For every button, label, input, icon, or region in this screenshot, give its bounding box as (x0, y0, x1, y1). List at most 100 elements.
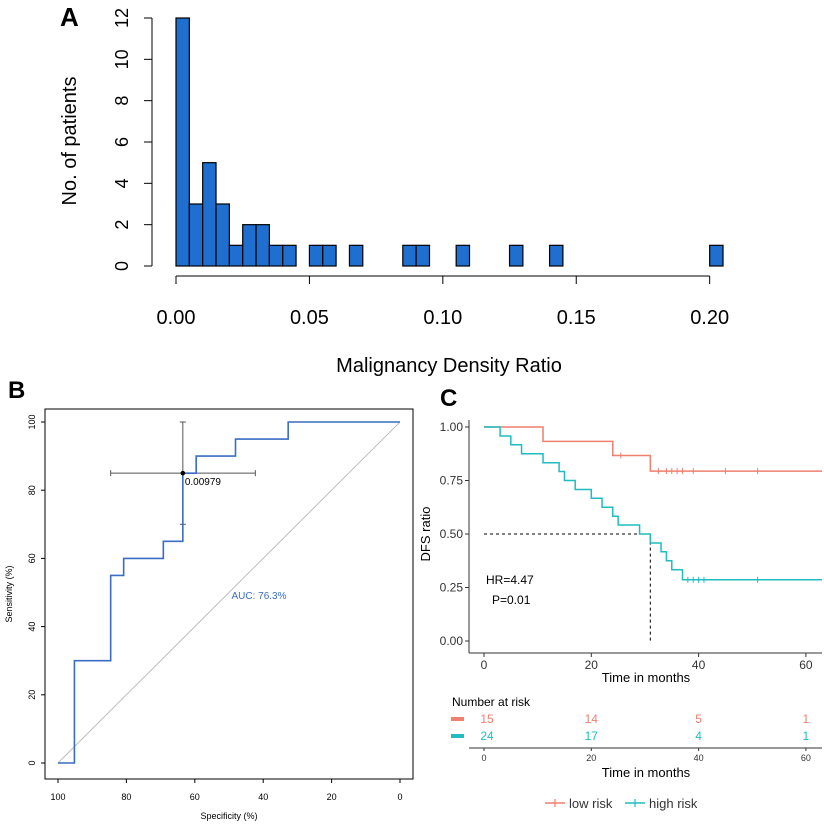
histogram-bar (242, 224, 257, 267)
auc-label: AUC: 76.3% (231, 591, 286, 602)
histogram-bar (268, 244, 284, 267)
risk-table: 0 20 40 60 15 14 5 1 24 17 4 1 (451, 712, 822, 763)
x-tick-label: 40 (692, 658, 706, 672)
x-tick-label: 100 (50, 792, 65, 802)
histogram-bar (455, 244, 471, 267)
y-tick-label: 8 (112, 96, 132, 106)
histogram-bar (308, 244, 324, 267)
panel-a-histogram: A 0.00 0.05 0.10 0.15 0.20 0 2 4 6 8 10 12 No. of p… (59, 2, 729, 377)
legend-label: high risk (649, 796, 698, 811)
roc-curve (58, 421, 400, 764)
y-tick-label: 100 (27, 414, 37, 429)
panel-c-legend: low risk high risk (545, 796, 698, 811)
x-tick-label: 40 (258, 792, 268, 802)
y-tick-label: 0.00 (440, 634, 464, 648)
x-tick-label: 0.00 (157, 307, 196, 329)
y-tick-label: 2 (112, 220, 132, 230)
y-tick-label: 6 (112, 137, 132, 147)
histogram-bar (215, 203, 230, 267)
risk-tick-label: 20 (586, 753, 596, 763)
x-tick-label: 0.15 (557, 307, 596, 329)
histogram-bar (228, 244, 244, 267)
y-tick-label: 12 (112, 8, 132, 28)
panel-a-label: A (60, 2, 79, 32)
risk-tick-label: 0 (481, 753, 486, 763)
risk-count: 5 (695, 712, 702, 726)
panel-c-p-annotation: P=0.01 (492, 593, 531, 607)
risk-table-title: Number at risk (452, 695, 531, 709)
panel-c-survival: C 0 20 40 600.000.250.500.751.00 DFS ratio … (418, 385, 822, 811)
x-tick-label: 0 (481, 658, 488, 672)
risk-row-swatch (451, 717, 464, 721)
x-tick-label: 20 (585, 658, 599, 672)
risk-tick-label: 60 (801, 753, 811, 763)
y-tick-label: 0.75 (440, 474, 464, 488)
panel-c-ylabel: DFS ratio (418, 507, 433, 562)
panel-b-xlabel: Specificity (%) (200, 811, 257, 821)
threshold-point (180, 470, 186, 476)
histogram-bar (255, 224, 270, 267)
x-tick-label: 0.10 (423, 307, 462, 329)
panel-b-ylabel: Sensitivity (%) (4, 565, 14, 622)
x-tick-label: 0.05 (290, 307, 329, 329)
threshold-label: 0.00979 (185, 477, 222, 488)
histogram-bar (508, 244, 524, 267)
panel-b-plot: 0.00979 AUC: 76.3% (57, 421, 401, 764)
risk-count: 17 (585, 729, 599, 743)
y-tick-label: 0.25 (440, 581, 464, 595)
y-tick-label: 4 (112, 178, 132, 188)
panel-b-frame (44, 408, 414, 780)
histogram-bar (348, 244, 364, 267)
risk-count: 24 (480, 729, 494, 743)
x-tick-label: 0.20 (690, 307, 729, 329)
y-tick-label: 1.00 (440, 420, 464, 434)
panel-a-bars (175, 17, 724, 267)
panel-b-roc: B 100 80 60 40 20 0 0 20 40 60 80 100 0.00979 AUC: 7… (4, 377, 414, 821)
y-tick-label: 40 (27, 622, 37, 632)
y-tick-label: 0 (112, 261, 132, 271)
panel-a-ylabel: No. of patients (59, 77, 81, 206)
panel-c-hr-annotation: HR=4.47 (486, 573, 534, 587)
y-tick-label: 80 (27, 485, 37, 495)
panel-c-axes: 0 20 40 60 0.00 0.25 0.50 0.75 1.00 (440, 420, 822, 672)
histogram-bar (709, 244, 724, 267)
risk-count: 15 (480, 712, 494, 726)
panel-c-xlabel: Time in months (602, 670, 691, 685)
x-tick-label: 60 (799, 658, 813, 672)
survival-curve (484, 426, 822, 472)
y-tick-label: 20 (27, 690, 37, 700)
panel-a-axes: 0.00 0.05 0.10 0.15 0.20 0 2 4 6 8 10 12 (112, 8, 729, 329)
panel-c-label: C (440, 385, 457, 412)
x-tick-label: 0 (397, 792, 402, 802)
histogram-bar (548, 244, 564, 267)
panel-c-plot (484, 426, 822, 641)
median-line (484, 533, 651, 641)
x-tick-label: 20 (327, 792, 337, 802)
y-tick-label: 10 (112, 49, 132, 69)
histogram-bar (415, 244, 431, 267)
x-tick-label: 60 (190, 792, 200, 802)
histogram-bar (402, 244, 417, 267)
panel-a-xlabel: Malignancy Density Ratio (336, 355, 562, 377)
risk-row-swatch (451, 734, 464, 738)
panel-b-label: B (8, 377, 25, 404)
legend-label: low risk (569, 796, 613, 811)
risk-count: 1 (803, 712, 810, 726)
risk-count: 4 (695, 729, 702, 743)
histogram-bar (322, 244, 337, 267)
chance-diagonal (57, 421, 401, 764)
risk-table-xlabel: Time in months (602, 765, 691, 780)
x-tick-label: 80 (121, 792, 131, 802)
risk-tick-label: 40 (694, 753, 704, 763)
survival-curve (484, 426, 822, 581)
histogram-bar (202, 162, 217, 267)
y-tick-label: 0.50 (440, 527, 464, 541)
risk-count: 14 (585, 712, 599, 726)
risk-count: 1 (803, 729, 810, 743)
y-tick-label: 60 (27, 553, 37, 563)
panel-b-axes: 100 80 60 40 20 0 0 20 40 60 80 100 (27, 414, 403, 802)
histogram-bar (282, 244, 297, 267)
histogram-bar (188, 203, 204, 267)
y-tick-label: 0 (27, 760, 37, 765)
